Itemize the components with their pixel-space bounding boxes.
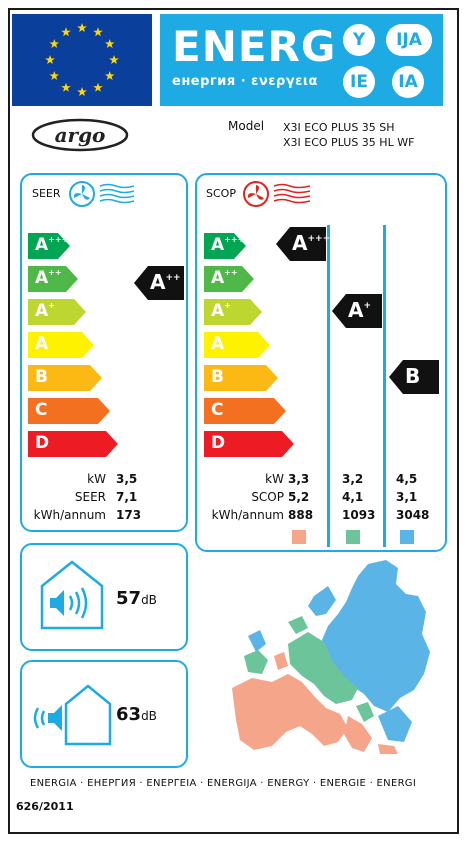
logo-text: argo xyxy=(55,123,106,147)
outdoor-sound-value: 63dB xyxy=(116,704,157,725)
rating-letter: A+++ xyxy=(292,231,331,255)
rating-letter: B xyxy=(405,364,421,388)
energy-header: ENERG енергия · ενεργεια Y IJA IE IA xyxy=(160,14,443,106)
eu-star-icon xyxy=(109,55,119,64)
energy-class-letter: A+ xyxy=(35,301,55,321)
scop-row-value: 888 xyxy=(288,508,314,522)
scop-divider-2 xyxy=(383,225,386,547)
seer-row-label: kWh/annum xyxy=(33,508,106,522)
energy-class-letter: C xyxy=(211,400,224,420)
energy-class-letter: A++ xyxy=(35,268,62,288)
cooling-fan-icon xyxy=(69,181,135,207)
energy-class-arrow-5: C xyxy=(204,398,286,424)
eu-star-icon xyxy=(45,55,55,64)
energy-class-arrow-3: A xyxy=(204,332,270,358)
eu-star-icon xyxy=(77,87,87,96)
seer-row-value: 173 xyxy=(116,508,142,522)
lang-suffix-ija: IJA xyxy=(386,24,432,56)
energy-class-letter: B xyxy=(35,367,48,387)
scop-row-value: 3048 xyxy=(396,508,430,522)
argo-logo: argo xyxy=(30,117,130,153)
energy-class-letter: D xyxy=(211,433,226,453)
climate-zone-swatch xyxy=(292,530,306,544)
energy-word: ENERG xyxy=(172,22,337,71)
energy-class-arrow-4: B xyxy=(204,365,278,391)
scop-row-label: SCOP xyxy=(251,490,284,504)
model-name-1: X3I ECO PLUS 35 SH xyxy=(283,121,395,134)
eu-stars-icon xyxy=(45,23,119,96)
energy-class-arrow-0: A+++ xyxy=(204,233,246,259)
indoor-sound-panel xyxy=(20,543,188,651)
energy-class-arrow-5: C xyxy=(28,398,110,424)
scop-row-label: kW xyxy=(265,472,284,486)
energy-class-letter: A+++ xyxy=(35,235,69,255)
scop-row-value: 4,1 xyxy=(342,490,364,504)
energy-class-arrow-1: A++ xyxy=(204,266,254,292)
model-name-2: X3I ECO PLUS 35 HL WF xyxy=(283,136,415,149)
energy-class-letter: A+ xyxy=(211,301,231,321)
outdoor-house-speaker-icon xyxy=(33,684,112,746)
energy-class-arrow-2: A+ xyxy=(204,299,262,325)
eu-star-icon xyxy=(61,27,71,37)
heating-fan-icon xyxy=(243,181,311,207)
scop-divider-1 xyxy=(327,225,330,547)
model-label: Model xyxy=(228,119,265,133)
eu-star-icon xyxy=(93,27,103,37)
scop-row-value: 3,1 xyxy=(396,490,418,504)
energy-class-arrow-6: D xyxy=(204,431,294,457)
eu-star-icon xyxy=(77,23,87,32)
seer-rating-tag: A++ xyxy=(134,266,184,300)
eu-star-icon xyxy=(49,71,59,80)
rating-letter: A+ xyxy=(348,298,372,322)
scop-row-value: 3,2 xyxy=(342,472,364,486)
scop-row-value: 1093 xyxy=(342,508,376,522)
energy-class-arrow-3: A xyxy=(28,332,94,358)
seer-row-label: kW xyxy=(87,472,106,486)
energy-class-letter: A+++ xyxy=(211,235,245,255)
eu-star-icon xyxy=(49,39,59,48)
scop-row-value: 3,3 xyxy=(288,472,310,486)
eu-star-icon xyxy=(93,82,103,92)
lang-suffix-ia: IA xyxy=(392,66,424,98)
seer-title: SEER xyxy=(32,187,61,200)
scop-row-value: 5,2 xyxy=(288,490,310,504)
rating-letter: A++ xyxy=(150,270,181,294)
scop-title: SCOP xyxy=(206,187,236,200)
energy-class-letter: D xyxy=(35,433,50,453)
energy-class-letter: A++ xyxy=(211,268,238,288)
indoor-house-speaker-icon xyxy=(40,560,104,630)
energy-class-arrow-0: A+++ xyxy=(28,233,70,259)
eu-flag xyxy=(12,14,152,106)
energy-subtitle: енергия · ενεργεια xyxy=(172,74,318,89)
seer-row-value: 7,1 xyxy=(116,490,138,504)
europe-climate-map xyxy=(232,560,430,754)
scop-row-label: kWh/annum xyxy=(211,508,284,522)
energy-class-arrow-4: B xyxy=(28,365,102,391)
scop-row-value: 4,5 xyxy=(396,472,418,486)
scop-rating-tag-average: A+++ xyxy=(276,227,330,261)
seer-row-value: 3,5 xyxy=(116,472,138,486)
eu-star-icon xyxy=(61,82,71,92)
regulation-number: 626/2011 xyxy=(16,800,74,813)
energy-class-arrow-6: D xyxy=(28,431,118,457)
energy-class-arrow-1: A++ xyxy=(28,266,78,292)
energy-class-letter: A xyxy=(211,334,225,354)
seer-row-label: SEER xyxy=(74,490,106,504)
energy-class-letter: A xyxy=(35,334,49,354)
eu-star-icon xyxy=(105,71,115,80)
energy-class-arrow-2: A+ xyxy=(28,299,86,325)
indoor-sound-value: 57dB xyxy=(116,588,157,609)
scop-rating-tag-colder: B xyxy=(389,360,439,394)
lang-suffix-ie: IE xyxy=(343,66,375,98)
footer-languages: ENERGIA · ЕНЕРГИЯ · ΕΝΕΡΓΕΙΑ · ENERGIJA … xyxy=(30,778,417,789)
scop-rating-tag-warmer: A+ xyxy=(332,294,382,328)
climate-zone-swatch xyxy=(400,530,414,544)
climate-zone-swatch xyxy=(346,530,360,544)
eu-star-icon xyxy=(105,39,115,48)
lang-suffix-y: Y xyxy=(343,24,375,56)
energy-class-letter: C xyxy=(35,400,48,420)
energy-class-letter: B xyxy=(211,367,224,387)
